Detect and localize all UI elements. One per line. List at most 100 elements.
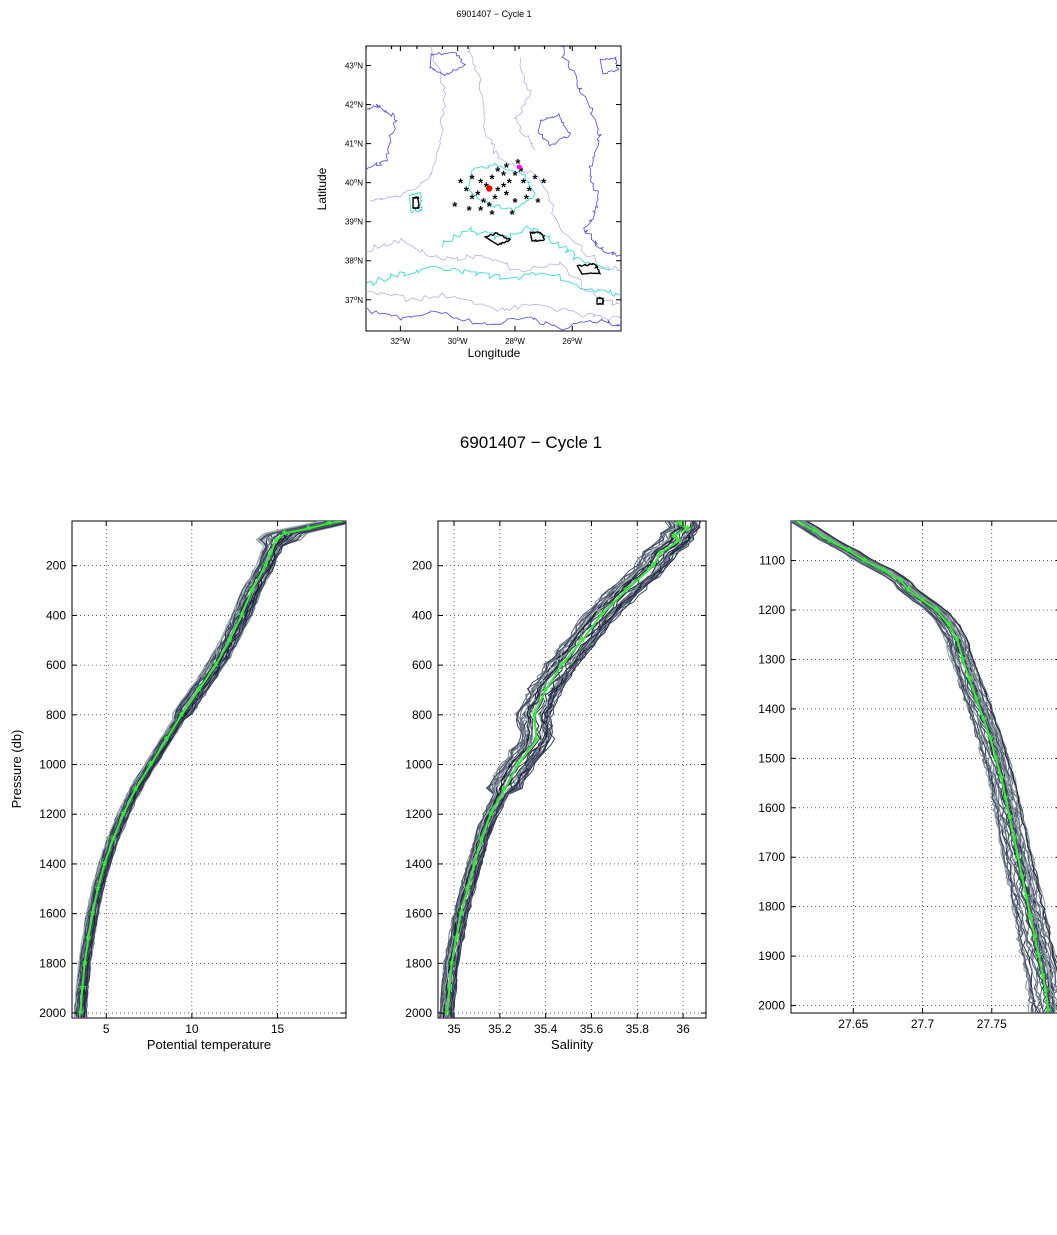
float-profile-point: * <box>268 546 274 562</box>
float-profile-point: * <box>488 807 494 823</box>
y-tick-label: 1100 <box>759 554 785 568</box>
y-tick-label: 2000 <box>39 1006 66 1020</box>
float-profile-point: * <box>338 514 344 530</box>
lat-tick-label: 39oN <box>345 218 363 227</box>
float-profile-point: * <box>454 931 460 947</box>
historical-station-marker: * <box>458 176 464 191</box>
y-tick-label: 1400 <box>39 857 66 871</box>
historical-station-marker: * <box>487 199 493 214</box>
y-tick-label: 1400 <box>758 702 785 716</box>
float-profile-point: * <box>846 544 852 560</box>
historical-station-marker: * <box>541 176 547 191</box>
float-profile-point: * <box>960 652 966 668</box>
historical-station-marker: * <box>469 191 475 206</box>
float-profile-point: * <box>148 758 154 774</box>
x-tick-label: 35.6 <box>580 1022 604 1036</box>
historical-profile-line <box>796 521 1049 1013</box>
y-tick-label: 2000 <box>405 1006 432 1020</box>
y-tick-label: 400 <box>412 608 432 622</box>
lat-tick-label: 43oN <box>345 62 363 71</box>
float-profile-point: * <box>1024 890 1030 906</box>
float-profile-point: * <box>1036 949 1042 965</box>
historical-profile-line <box>77 521 336 1018</box>
contour-line <box>369 46 447 202</box>
float-profile-point: * <box>465 882 471 898</box>
historical-station-marker: * <box>475 187 481 202</box>
historical-station-marker: * <box>512 168 518 183</box>
float-profile-point: * <box>102 857 108 873</box>
float-profile-point: * <box>898 573 904 589</box>
grid <box>438 521 706 1018</box>
float-profile-point: * <box>110 832 116 848</box>
historical-profile-line <box>450 521 698 1018</box>
historical-station-marker: * <box>501 180 507 195</box>
historical-profile-line <box>443 521 683 1018</box>
float-profile-point: * <box>95 882 101 898</box>
float-profile-point: * <box>812 524 818 540</box>
float-profile-point: * <box>163 733 169 749</box>
float-profile-point: * <box>598 608 604 624</box>
historical-profile-line <box>438 521 673 1018</box>
y-tick-label: 1800 <box>39 956 66 970</box>
contour-line <box>411 196 420 210</box>
contour-line <box>529 231 546 243</box>
float-profile-point: * <box>326 516 332 532</box>
float-profile-point: * <box>676 534 682 550</box>
y-tick-label: 1700 <box>758 850 785 864</box>
float-profile-point: * <box>263 559 269 575</box>
float-profile-point: * <box>82 956 88 972</box>
float-profile-point: * <box>862 554 868 570</box>
contour-line <box>467 162 536 212</box>
y-tick-label: 1200 <box>758 603 785 617</box>
y-tick-label: 1500 <box>758 751 785 765</box>
float-profile-point: * <box>1011 830 1017 846</box>
float-profile-point: * <box>671 529 677 545</box>
lon-tick-label: 30oW <box>448 337 468 346</box>
historical-station-marker: * <box>467 203 473 218</box>
y-tick-label: 1200 <box>39 807 66 821</box>
contour-line <box>576 262 602 275</box>
historical-station-marker: * <box>527 183 533 198</box>
historical-station-marker: * <box>481 195 487 210</box>
y-tick-label: 400 <box>46 608 66 622</box>
float-profile-point: * <box>133 782 139 798</box>
figure-title: 6901407 − Cycle 1 <box>460 433 602 452</box>
float-profile-point: * <box>502 782 508 798</box>
location-map: 6901407 − Cycle 1 *** * *** *** **** ** ** ** **… <box>315 9 622 360</box>
float-profile-point: * <box>1046 1004 1052 1020</box>
contour-line <box>442 225 611 271</box>
x-tick-label: 15 <box>271 1022 285 1036</box>
float-profile-point: * <box>534 733 540 749</box>
historical-profile-line <box>74 521 329 1018</box>
float-profile-point: * <box>80 981 86 997</box>
magenta-marker <box>516 164 522 170</box>
contour-line <box>467 47 621 271</box>
lat-tick-label: 42oN <box>345 101 363 110</box>
map-title: 6901407 − Cycle 1 <box>456 9 531 19</box>
historical-station-marker: * <box>495 164 501 179</box>
float-profile-point: * <box>651 559 657 575</box>
historical-station-marker: * <box>535 195 541 210</box>
historical-station-marker: * <box>512 195 518 210</box>
float-position-marker <box>486 185 493 192</box>
historical-station-marker: * <box>478 176 484 191</box>
historical-station-marker: * <box>452 199 458 214</box>
lat-tick-label: 37oN <box>345 296 363 305</box>
historical-station-marker: * <box>464 183 470 198</box>
xlabel: Salinity <box>551 1037 593 1052</box>
historical-station-marker: * <box>518 164 524 179</box>
float-profile-point: * <box>1043 984 1049 1000</box>
float-profile-point: * <box>795 514 801 530</box>
historical-profile-line <box>452 521 702 1018</box>
x-tick-label: 10 <box>185 1022 199 1036</box>
float-profile-point: * <box>447 981 453 997</box>
historical-station-marker: * <box>492 191 498 206</box>
panel-frame <box>71 520 347 1019</box>
float-profile-point: * <box>954 633 960 649</box>
historical-station-marker: * <box>490 172 496 187</box>
float-profile-point: * <box>946 618 952 634</box>
float-profile-point: * <box>676 516 682 532</box>
float-profile-point: * <box>196 683 202 699</box>
historical-profile-line <box>792 521 1042 1013</box>
